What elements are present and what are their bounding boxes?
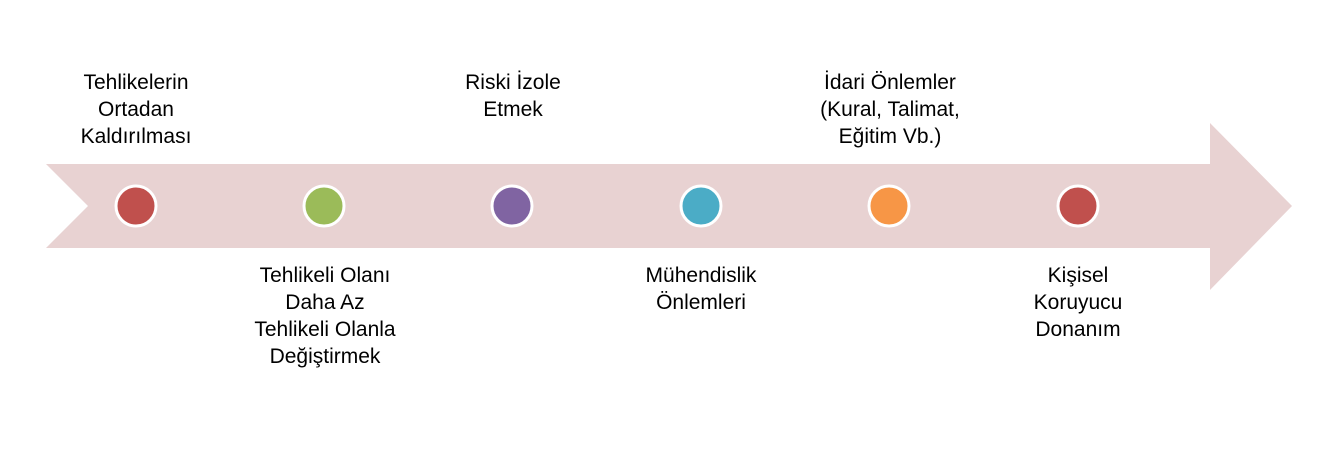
step-5-label: İdari Önlemler (Kural, Talimat, Eğitim V…	[820, 71, 960, 148]
timeline-arrow	[46, 123, 1292, 290]
step-5-dot	[867, 184, 911, 228]
step-4-dot	[679, 184, 723, 228]
step-6-dot	[1056, 184, 1100, 228]
step-1-label: Tehlikelerin Ortadan Kaldırılması	[80, 71, 192, 148]
step-2-dot	[302, 184, 346, 228]
step-3-label: Riski İzole Etmek	[465, 71, 561, 121]
step-6-label: Kişisel Koruyucu Donanım	[1033, 264, 1123, 341]
step-2-label: Tehlikeli Olanı Daha Az Tehlikeli Olanla…	[254, 264, 396, 368]
step-1-dot	[114, 184, 158, 228]
step-3-dot	[490, 184, 534, 228]
step-4-label: Mühendislik Önlemleri	[645, 264, 757, 314]
